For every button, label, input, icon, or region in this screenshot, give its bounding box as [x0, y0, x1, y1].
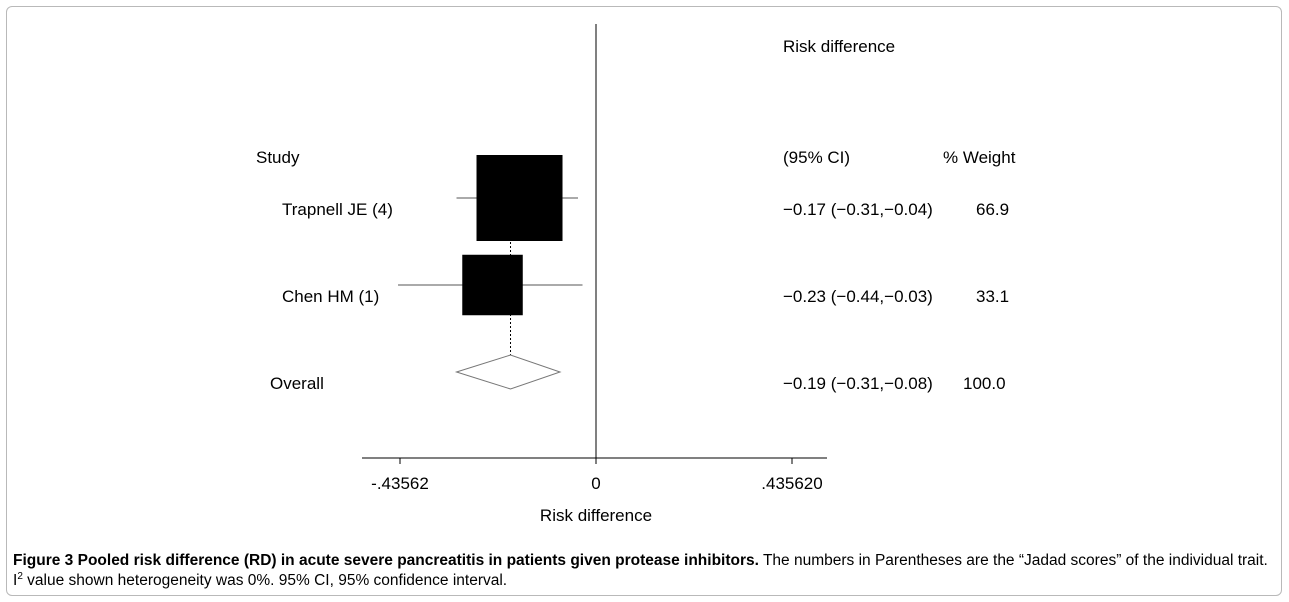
figure-frame [6, 6, 1282, 596]
study-weight: 66.9 [976, 200, 1009, 219]
header-study: Study [256, 148, 300, 167]
forest-plot: -.43562 0 .435620 Risk difference Study Ri… [256, 24, 1016, 525]
study-estimate: −0.23 (−0.44,−0.03) [783, 287, 933, 306]
header-ci: (95% CI) [783, 148, 850, 167]
study-name: Trapnell JE (4) [282, 200, 393, 219]
weight-box [476, 155, 563, 241]
study-row: Trapnell JE (4) −0.17 (−0.31,−0.04) 66.9 [282, 155, 1009, 241]
figure-caption: Figure 3 Pooled risk difference (RD) in … [13, 551, 1275, 591]
study-weight: 33.1 [976, 287, 1009, 306]
overall-weight: 100.0 [963, 374, 1006, 393]
x-tick-label: 0 [591, 474, 600, 493]
caption-title: Pooled risk difference (RD) in acute sev… [77, 552, 759, 569]
study-row: Chen HM (1) −0.23 (−0.44,−0.03) 33.1 [282, 254, 1009, 316]
x-tick-label: .435620 [761, 474, 822, 493]
caption-text: The numbers in Parentheses are the “Jada… [13, 552, 1268, 589]
study-name: Chen HM (1) [282, 287, 379, 306]
header-weight: % Weight [943, 148, 1016, 167]
x-axis-ticks: -.43562 0 .435620 [371, 458, 823, 493]
caption-figure-label: Figure 3 [13, 552, 74, 569]
overall-diamond [454, 354, 562, 390]
weight-box [462, 254, 523, 316]
overall-estimate: −0.19 (−0.31,−0.08) [783, 374, 933, 393]
x-axis-title: Risk difference [540, 506, 652, 525]
study-estimate: −0.17 (−0.31,−0.04) [783, 200, 933, 219]
study-rows: Trapnell JE (4) −0.17 (−0.31,−0.04) 66.9 Ch… [270, 155, 1009, 393]
caption-superscript: 2 [17, 570, 23, 582]
caption-text-end: value shown heterogeneity was 0%. 95% CI… [22, 572, 508, 589]
x-tick-label: -.43562 [371, 474, 429, 493]
overall-label: Overall [270, 374, 324, 393]
header-risk-difference: Risk difference [783, 37, 895, 56]
